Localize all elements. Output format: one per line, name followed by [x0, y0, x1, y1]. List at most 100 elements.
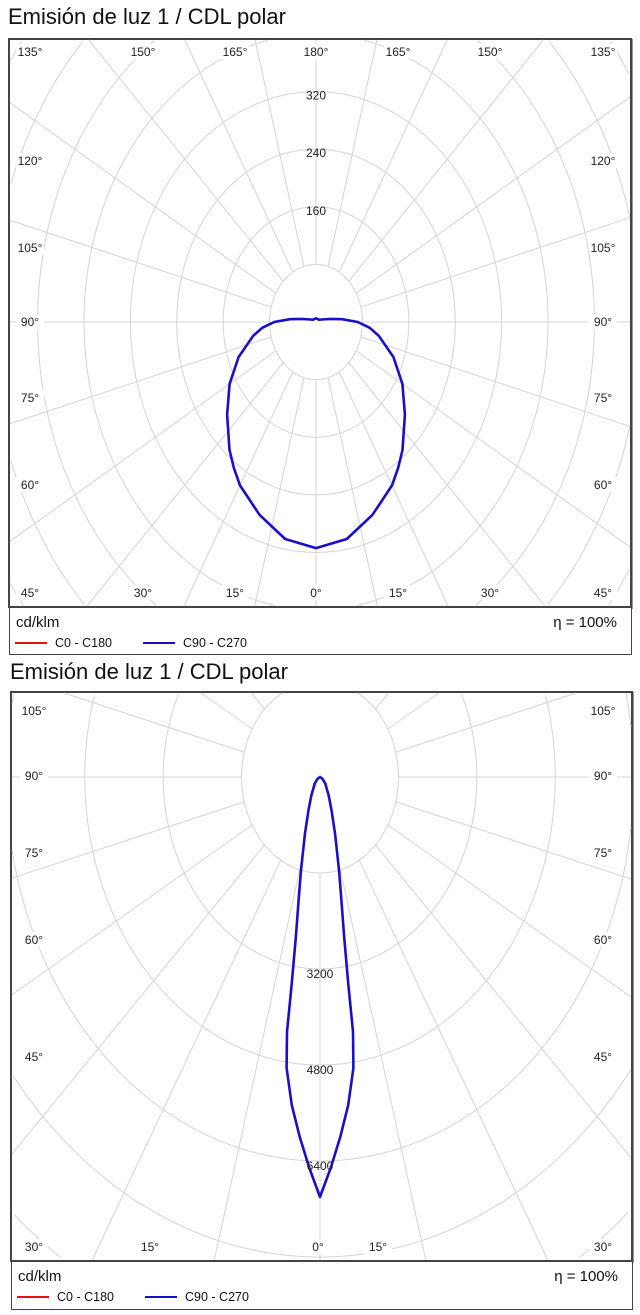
angle-label-bg	[589, 314, 617, 329]
grid-ring	[14, 1211, 629, 1258]
angle-label-bg	[20, 1049, 48, 1064]
angle-label-bg	[384, 44, 412, 59]
radial-tick-label: 240	[306, 146, 326, 160]
angle-tick-label: 45°	[594, 586, 612, 600]
grid-ring	[11, 693, 632, 1162]
angle-tick-label: 150°	[131, 45, 156, 59]
grid-spoke	[355, 350, 631, 548]
chart-2-plot: 3200 4800 6400 105° 90° 75° 60° 45° 105° 90° 75° 60…	[11, 692, 632, 1261]
angle-label-bg	[20, 768, 48, 783]
grid-spoke	[213, 869, 301, 1261]
angle-label-bg	[16, 314, 44, 329]
angle-tick-label: 30°	[25, 1240, 43, 1254]
angle-tick-label: 120°	[591, 154, 616, 168]
angle-label-bg	[589, 390, 617, 405]
grid-ring	[83, 39, 549, 607]
angle-label-bg	[589, 1239, 617, 1254]
radial-tick-label: 4800	[307, 1063, 334, 1077]
angle-label-bg	[304, 1239, 332, 1254]
grid-spoke	[395, 692, 577, 753]
grid-spoke	[86, 362, 284, 607]
angle-label-bg	[589, 932, 617, 947]
angle-label-bg	[20, 703, 48, 718]
grid-ring	[269, 263, 363, 381]
angle-label-bg	[221, 44, 249, 59]
angle-tick-label: 105°	[591, 704, 616, 718]
grid-spoke	[395, 801, 632, 880]
chart-1-unit-label: cd/klm	[16, 614, 60, 631]
angle-tick-label: 15°	[141, 1240, 159, 1254]
angle-label-bg	[589, 1049, 617, 1064]
radial-tick-label: 320	[306, 89, 326, 103]
legend-swatch-blue	[143, 641, 175, 645]
series-curve-c90-c270	[225, 317, 407, 550]
angle-tick-label: 30°	[134, 586, 152, 600]
angle-label-bg	[476, 44, 504, 59]
angle-tick-label: 165°	[386, 45, 411, 59]
grid-spoke	[88, 39, 284, 282]
angle-tick-label: 135°	[18, 45, 43, 59]
grid-spoke	[9, 102, 277, 294]
angle-label-bg	[364, 1239, 392, 1254]
angle-tick-label: 45°	[25, 1050, 43, 1064]
angle-tick-label: 180°	[304, 45, 329, 59]
grid-spoke	[251, 692, 265, 710]
legend-swatch-blue	[145, 1295, 177, 1299]
grid-spoke	[358, 859, 549, 1261]
angle-tick-label: 135°	[591, 45, 616, 59]
angle-label-bg	[129, 44, 157, 59]
legend-label: C0 - C180	[55, 636, 112, 650]
grid-spoke	[254, 377, 305, 607]
angle-label-bg	[589, 240, 617, 255]
angle-tick-label: 90°	[594, 315, 612, 329]
angle-tick-label: 105°	[22, 704, 47, 718]
angle-tick-label: 15°	[369, 1240, 387, 1254]
angle-tick-label: 15°	[226, 586, 244, 600]
angle-label-bg	[589, 768, 617, 783]
angle-tick-label: 90°	[25, 769, 43, 783]
legend-label: C0 - C180	[57, 1290, 114, 1304]
angle-label-bg	[302, 585, 330, 600]
chart-2-title: Emisión de luz 1 / CDL polar	[10, 659, 288, 684]
angle-label-bg	[589, 153, 617, 168]
angle-tick-label: 60°	[25, 933, 43, 947]
grid-spoke	[387, 692, 440, 730]
angle-label-bg	[136, 1239, 164, 1254]
grid-ring	[9, 41, 630, 606]
chart-1-plot-frame	[8, 38, 632, 608]
legend-label: C90 - C270	[183, 636, 247, 650]
grid-spoke	[348, 39, 544, 282]
chart-1-legend-item-c0: C0 - C180	[15, 636, 112, 650]
angle-tick-label: 90°	[594, 769, 612, 783]
grid-ring	[162, 694, 478, 970]
angle-label-bg	[589, 585, 617, 600]
grid-spoke	[355, 96, 631, 294]
angle-label-bg	[16, 240, 44, 255]
angle-label-bg	[589, 44, 617, 59]
angle-label-bg	[384, 585, 412, 600]
angle-label-bg	[20, 845, 48, 860]
chart-2-legend-item-c0: C0 - C180	[17, 1290, 114, 1304]
angle-tick-label: 75°	[21, 391, 39, 405]
angle-tick-label: 90°	[21, 315, 39, 329]
grid-spoke	[360, 217, 631, 308]
grid-spoke	[63, 692, 245, 753]
angle-label-bg	[16, 477, 44, 492]
angle-label-bg	[129, 585, 157, 600]
radial-tick-label: 6400	[307, 1159, 334, 1173]
legend-swatch-red	[15, 641, 47, 645]
angle-label-bg	[20, 932, 48, 947]
grid-ring	[241, 692, 399, 874]
grid-spoke	[91, 859, 282, 1261]
chart-1-legend-item-c90: C90 - C270	[143, 636, 247, 650]
angle-tick-label: 15°	[389, 586, 407, 600]
grid-spoke	[375, 692, 389, 710]
angle-tick-label: 0°	[310, 586, 322, 600]
angle-tick-label: 105°	[591, 241, 616, 255]
chart-2-efficiency-label: η = 100%	[554, 1268, 618, 1285]
angle-label-bg	[589, 477, 617, 492]
angle-label-bg	[16, 585, 44, 600]
grid-ring	[10, 41, 631, 605]
grid-spoke	[184, 39, 294, 273]
